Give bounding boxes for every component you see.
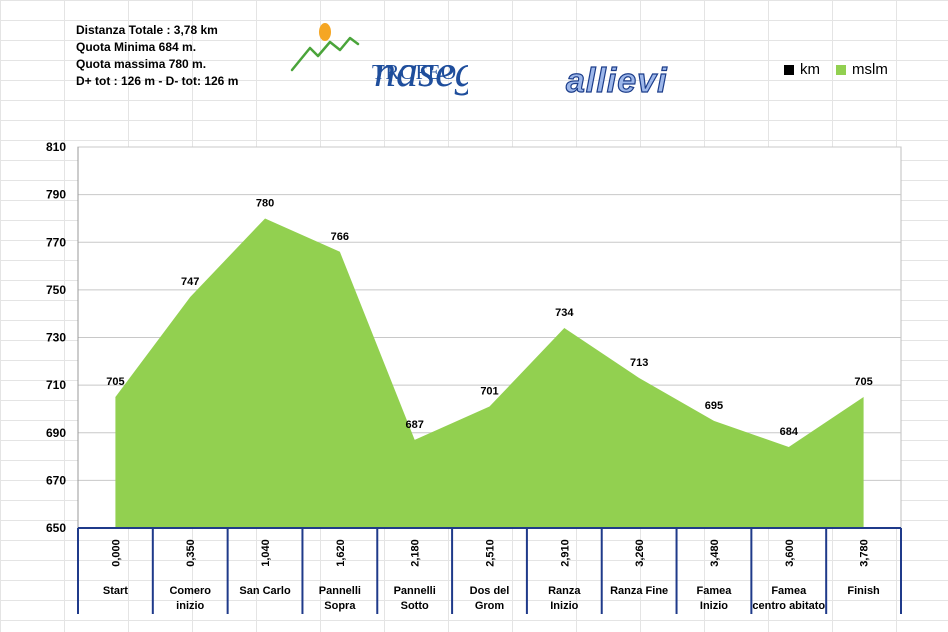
info-min-altitude: Quota Minima 684 m. <box>76 40 197 54</box>
x-km-label: 2,180 <box>410 539 422 567</box>
x-km-label: 2,510 <box>485 539 497 567</box>
legend-swatch-mslm <box>836 64 846 75</box>
y-tick-label: 690 <box>46 426 66 440</box>
x-category-label: Finish <box>847 585 880 597</box>
data-label: 687 <box>406 419 424 431</box>
x-category-label: San Carlo <box>239 585 291 597</box>
x-category-label: Pannelli Sopra <box>319 585 361 612</box>
legend-label-km: km <box>800 61 820 78</box>
info-distance: Distanza Totale : 3,78 km <box>76 23 218 37</box>
x-km-label: 0,350 <box>185 539 197 567</box>
data-label: 695 <box>705 400 723 412</box>
x-category-label: Ranza Fine <box>610 585 668 597</box>
data-label: 713 <box>630 357 648 369</box>
data-label: 780 <box>256 197 274 209</box>
data-label: 747 <box>181 276 199 288</box>
data-label: 705 <box>854 376 872 388</box>
x-category-label: Ranza Inizio <box>548 585 581 612</box>
x-category-label: Famea Inizio <box>697 585 733 612</box>
data-label: 684 <box>780 426 799 438</box>
x-km-label: 2,910 <box>559 539 571 567</box>
info-elevation-gain: D+ tot : 126 m - D- tot: 126 m <box>76 74 239 88</box>
x-category-label: Comero inizio <box>169 585 211 612</box>
legend-item-km: km <box>784 61 820 78</box>
x-km-label: 3,260 <box>634 539 646 567</box>
data-label: 701 <box>480 386 498 398</box>
x-category-label: Famea centro abitato <box>752 585 825 612</box>
data-label: 705 <box>106 376 124 388</box>
x-km-label: 1,040 <box>260 539 272 567</box>
y-tick-label: 670 <box>46 473 66 487</box>
y-tick-label: 810 <box>46 140 66 154</box>
x-category-label: Pannelli Sotto <box>394 585 436 612</box>
y-tick-label: 650 <box>46 521 66 535</box>
logo-main-text: nasego <box>374 47 468 96</box>
x-km-label: 1,620 <box>335 539 347 567</box>
race-info: Distanza Totale : 3,78 km Quota Minima 6… <box>76 22 238 90</box>
legend-swatch-km <box>784 64 794 75</box>
info-max-altitude: Quota massima 780 m. <box>76 57 207 71</box>
series-area-mslm <box>115 218 864 528</box>
x-km-label: 3,600 <box>784 539 796 567</box>
x-category-label: Start <box>103 585 128 597</box>
data-label: 734 <box>555 307 574 319</box>
x-km-label: 3,480 <box>709 539 721 567</box>
y-tick-label: 710 <box>46 378 66 392</box>
chart-legend: km mslm <box>784 61 904 78</box>
x-km-label: 0,000 <box>110 539 122 567</box>
x-category-label: Dos del Grom <box>470 585 510 612</box>
legend-item-mslm: mslm <box>836 61 888 78</box>
logo-top-text: TROFEO <box>372 60 457 84</box>
y-tick-label: 770 <box>46 235 66 249</box>
category-title: allievi <box>565 61 668 100</box>
y-tick-label: 730 <box>46 331 66 345</box>
data-label: 766 <box>331 231 349 243</box>
x-km-label: 3,780 <box>859 539 871 567</box>
legend-label-mslm: mslm <box>852 61 888 78</box>
trofeo-nasego-logo: nasego <box>290 23 468 96</box>
y-tick-label: 790 <box>46 188 66 202</box>
y-tick-label: 750 <box>46 283 66 297</box>
